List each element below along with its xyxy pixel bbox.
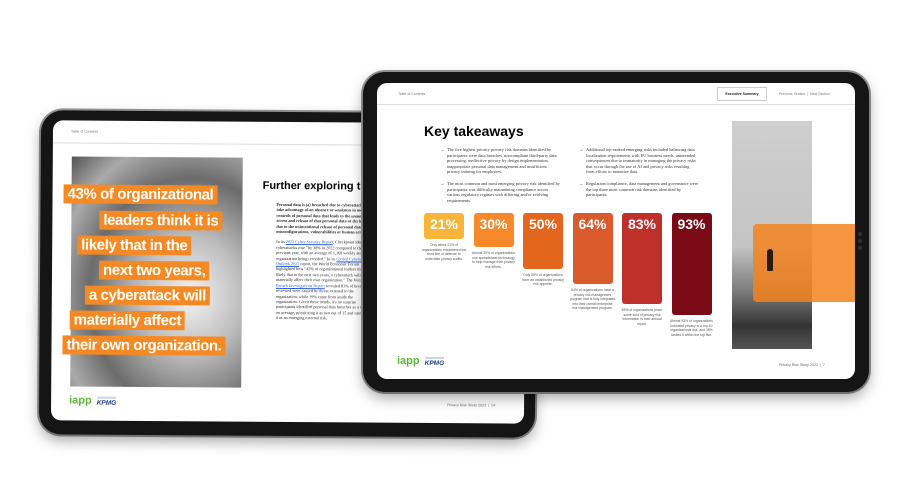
toc-link[interactable]: Table of Contents (70, 129, 99, 134)
intro-paragraph: Personal data is (a) breached due to cyb… (276, 201, 376, 235)
body-paragraph: In its 2023 Cyber Security Report, Check… (275, 239, 376, 321)
camera-sensors (858, 232, 863, 272)
quote-line: likely that in the (77, 235, 192, 256)
toc-link[interactable]: Table of Contents (398, 92, 426, 96)
executive-summary-tab[interactable]: Executive Summary (717, 87, 767, 101)
footer-page-info: Privacy Risk Study 2023 | 7 (779, 363, 825, 367)
quote-line: a cyberattack will (84, 285, 210, 306)
section-heading: Further exploring the (262, 179, 374, 193)
takeaway-bullet: Additional top-ranked emerging risks inc… (579, 147, 699, 175)
front-screen: Table of Contents Executive Summary Prev… (377, 83, 855, 379)
stat-caption: Only about 21% of organizations empowere… (421, 243, 467, 261)
page-header: Table of Contents Executive Summary Prev… (377, 83, 855, 105)
stat-bar-93: 93% (671, 213, 712, 315)
footer-logos: iapp KPMG (69, 394, 117, 407)
quote-line: leaders think it is (99, 210, 223, 231)
hiker-figure (767, 249, 773, 271)
page-title: Key takeaways (424, 123, 524, 139)
stat-caption: 64% of organizations have a privacy risk… (569, 288, 616, 311)
iapp-logo: iapp (69, 394, 92, 407)
stats-row: 21% Only about 21% of organizations empow… (421, 213, 724, 353)
footer-page-info: Privacy Risk Study 2023 | 14 (447, 403, 495, 408)
section-nav[interactable]: Previous Section | Next Section (779, 92, 830, 96)
front-tablet: Table of Contents Executive Summary Prev… (363, 72, 869, 392)
takeaway-bullet: Regulation/compliance, data management a… (579, 181, 699, 198)
stat-bar-21: 21% (424, 213, 464, 239)
stat-caption: Almost 93% of organizations indicated pr… (670, 319, 713, 337)
quote-line: 43% of organizational (63, 184, 218, 205)
stat-bar-83: 83% (622, 213, 662, 304)
iapp-logo: iapp (397, 355, 420, 367)
takeaways-left: The five highest priority privacy risk d… (440, 147, 560, 209)
takeaway-bullet: The five highest priority privacy risk d… (440, 147, 560, 175)
kpmg-logo: KPMG (96, 396, 117, 407)
takeaways-right: Additional top-ranked emerging risks inc… (579, 147, 699, 204)
stat-bar-30: 30% (473, 213, 514, 247)
body-text: Personal data is (a) breached due to cyb… (276, 202, 377, 321)
stat-caption: Only 50% of organizations have an establ… (522, 273, 564, 287)
takeaway-bullet: The most common and most emerging privac… (440, 181, 560, 203)
quote-line: next two years, (98, 260, 210, 281)
footer-logos: iapp KPMG (397, 355, 445, 367)
quote-line: their own organization. (62, 335, 226, 356)
kpmg-logo: KPMG (424, 357, 445, 367)
quote-line: materially affect (69, 310, 186, 331)
stat-caption: 83% of organizations place some kind of … (621, 308, 663, 326)
stat-bar-50: 50% (523, 213, 563, 269)
stat-bar-64: 64% (572, 213, 613, 284)
stat-caption: Almost 30% of organizations use spreadsh… (472, 251, 515, 269)
